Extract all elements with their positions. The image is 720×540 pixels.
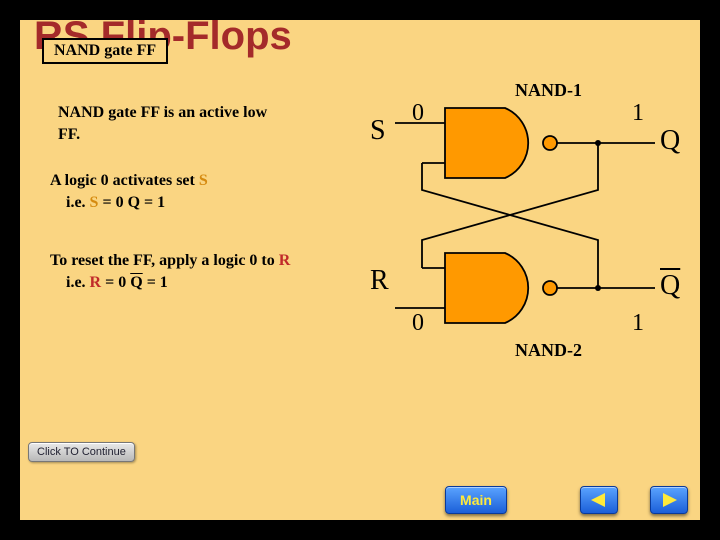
main-button[interactable]: Main <box>445 486 507 514</box>
arrow-right-icon <box>663 493 677 507</box>
qbar-value: 1 <box>632 310 644 337</box>
desc-active-low: NAND gate FF is an active low FF. <box>58 102 268 145</box>
s-value: 0 <box>412 100 424 127</box>
next-button[interactable] <box>650 486 688 514</box>
click-continue-button[interactable]: Click TO Continue <box>28 442 135 462</box>
q-value: 1 <box>632 100 644 127</box>
input-r-label: R <box>370 265 389 297</box>
output-qbar-label: Q <box>660 270 680 302</box>
nand-ff-diagram: NAND-1 S R Q Q 0 1 0 1 NAND-2 <box>360 90 690 370</box>
arrow-left-icon <box>591 493 605 507</box>
desc-reset: To reset the FF, apply a logic 0 to R i.… <box>50 250 300 293</box>
nand2-label: NAND-2 <box>515 340 582 361</box>
output-q-label: Q <box>660 125 680 157</box>
r-value: 0 <box>412 310 424 337</box>
slide: RS Flip-Flops NAND gate FF NAND gate FF … <box>20 20 700 520</box>
title-box: NAND gate FF <box>42 38 168 64</box>
input-s-label: S <box>370 115 386 147</box>
prev-button[interactable] <box>580 486 618 514</box>
desc-set: A logic 0 activates set S i.e. S = 0 Q =… <box>50 170 300 213</box>
nand1-label: NAND-1 <box>515 80 582 101</box>
